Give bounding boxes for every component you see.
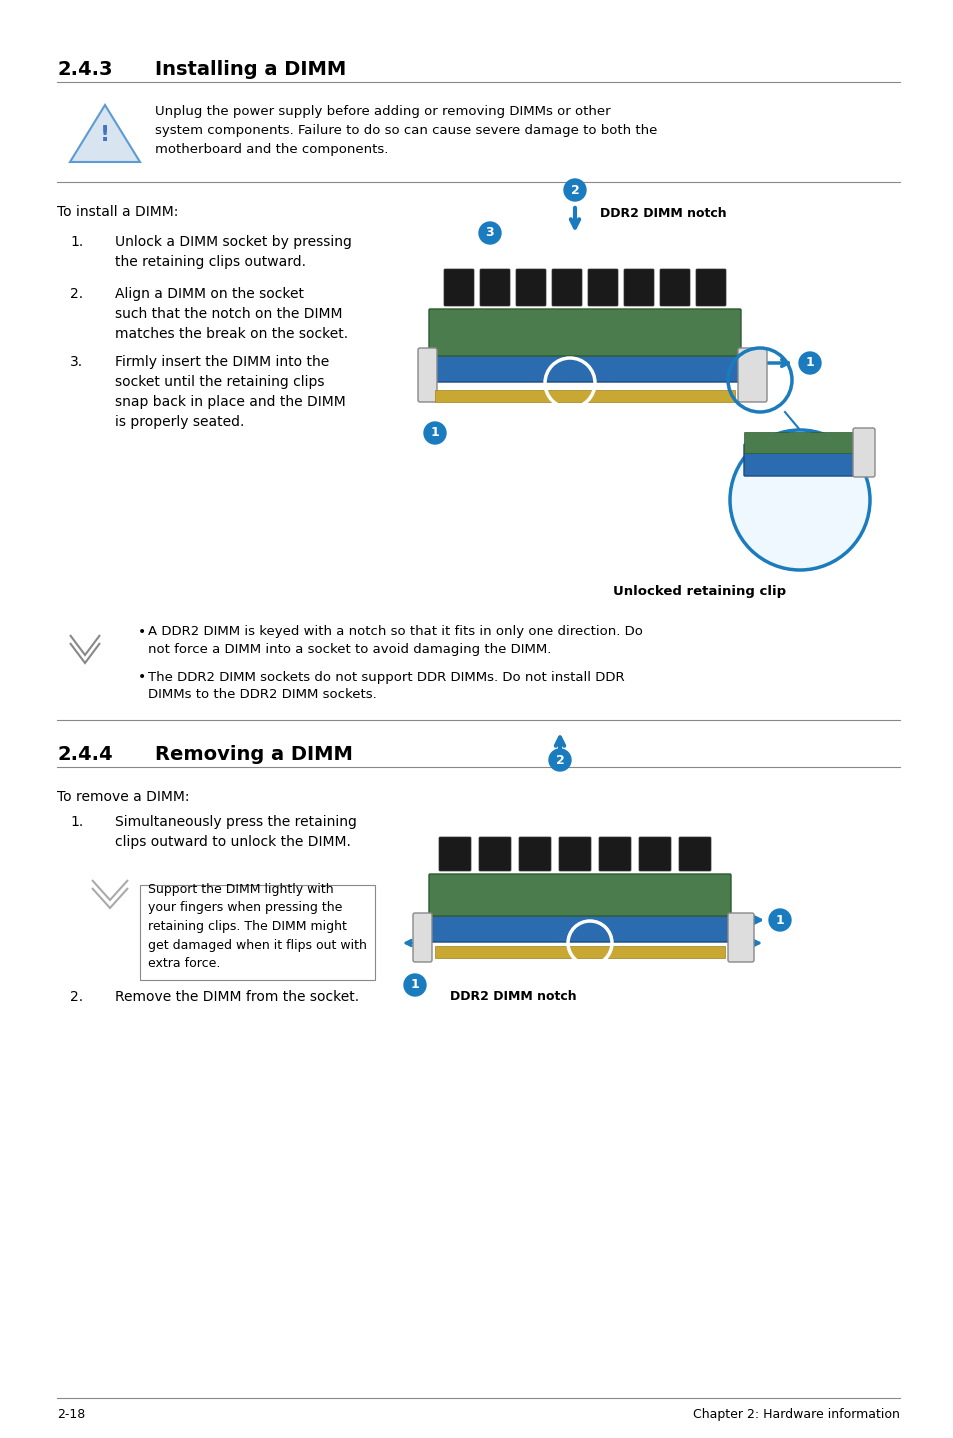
Text: 1: 1: [775, 913, 783, 926]
Polygon shape: [70, 105, 140, 162]
Text: Align a DIMM on the socket
such that the notch on the DIMM
matches the break on : Align a DIMM on the socket such that the…: [115, 288, 348, 341]
Text: 2.4.4: 2.4.4: [57, 745, 112, 764]
Text: DDR2 DIMM notch: DDR2 DIMM notch: [450, 989, 576, 1002]
FancyBboxPatch shape: [587, 269, 618, 306]
FancyBboxPatch shape: [659, 269, 689, 306]
FancyBboxPatch shape: [438, 837, 471, 871]
Circle shape: [563, 178, 585, 201]
FancyBboxPatch shape: [428, 349, 741, 383]
Text: 1: 1: [804, 357, 814, 370]
FancyBboxPatch shape: [552, 269, 581, 306]
Text: Unlocked retaining clip: Unlocked retaining clip: [613, 585, 785, 598]
FancyBboxPatch shape: [558, 837, 590, 871]
FancyBboxPatch shape: [639, 837, 670, 871]
Text: Removing a DIMM: Removing a DIMM: [154, 745, 353, 764]
Text: Support the DIMM lightly with
your fingers when pressing the
retaining clips. Th: Support the DIMM lightly with your finge…: [148, 883, 367, 971]
Text: Firmly insert the DIMM into the
socket until the retaining clips
snap back in pl: Firmly insert the DIMM into the socket u…: [115, 355, 345, 429]
Text: 2-18: 2-18: [57, 1408, 85, 1421]
FancyBboxPatch shape: [518, 837, 551, 871]
Text: To remove a DIMM:: To remove a DIMM:: [57, 789, 190, 804]
FancyBboxPatch shape: [478, 837, 511, 871]
Text: 2: 2: [555, 754, 564, 766]
Text: Remove the DIMM from the socket.: Remove the DIMM from the socket.: [115, 989, 358, 1004]
Circle shape: [423, 421, 446, 444]
Text: 2.: 2.: [70, 288, 83, 301]
Text: Unplug the power supply before adding or removing DIMMs or other
system componen: Unplug the power supply before adding or…: [154, 105, 657, 155]
FancyBboxPatch shape: [727, 913, 753, 962]
Text: The DDR2 DIMM sockets do not support DDR DIMMs. Do not install DDR
DIMMs to the : The DDR2 DIMM sockets do not support DDR…: [148, 670, 624, 702]
Text: Simultaneously press the retaining
clips outward to unlock the DIMM.: Simultaneously press the retaining clips…: [115, 815, 356, 848]
Text: Installing a DIMM: Installing a DIMM: [154, 60, 346, 79]
FancyBboxPatch shape: [852, 429, 874, 477]
Circle shape: [799, 352, 821, 374]
Text: DDR2 DIMM notch: DDR2 DIMM notch: [599, 207, 726, 220]
Text: !: !: [100, 125, 110, 145]
FancyBboxPatch shape: [696, 269, 725, 306]
Text: A DDR2 DIMM is keyed with a notch so that it fits in only one direction. Do
not : A DDR2 DIMM is keyed with a notch so tha…: [148, 626, 642, 656]
FancyBboxPatch shape: [435, 946, 724, 958]
Text: 2: 2: [570, 184, 578, 197]
FancyBboxPatch shape: [516, 269, 545, 306]
FancyBboxPatch shape: [429, 309, 740, 357]
Circle shape: [548, 749, 571, 771]
Text: 1: 1: [410, 978, 419, 991]
Text: To install a DIMM:: To install a DIMM:: [57, 206, 178, 219]
FancyBboxPatch shape: [679, 837, 710, 871]
FancyBboxPatch shape: [413, 913, 432, 962]
Text: 3: 3: [485, 227, 494, 240]
Text: •: •: [138, 670, 146, 684]
Circle shape: [403, 974, 426, 997]
FancyBboxPatch shape: [435, 390, 734, 403]
FancyBboxPatch shape: [743, 444, 855, 476]
FancyBboxPatch shape: [743, 433, 855, 453]
Text: Chapter 2: Hardware information: Chapter 2: Hardware information: [693, 1408, 899, 1421]
Text: 1.: 1.: [70, 815, 83, 828]
FancyBboxPatch shape: [598, 837, 630, 871]
Circle shape: [768, 909, 790, 930]
FancyBboxPatch shape: [417, 348, 436, 403]
FancyBboxPatch shape: [428, 913, 731, 942]
Text: 1.: 1.: [70, 234, 83, 249]
Text: 1: 1: [430, 427, 439, 440]
Text: 2.4.3: 2.4.3: [57, 60, 112, 79]
Circle shape: [729, 430, 869, 569]
Text: •: •: [138, 626, 146, 638]
FancyBboxPatch shape: [623, 269, 654, 306]
FancyBboxPatch shape: [429, 874, 730, 916]
Text: 2.: 2.: [70, 989, 83, 1004]
FancyBboxPatch shape: [738, 348, 766, 403]
Circle shape: [478, 221, 500, 244]
Text: Unlock a DIMM socket by pressing
the retaining clips outward.: Unlock a DIMM socket by pressing the ret…: [115, 234, 352, 269]
FancyBboxPatch shape: [443, 269, 474, 306]
FancyBboxPatch shape: [479, 269, 510, 306]
Text: 3.: 3.: [70, 355, 83, 370]
